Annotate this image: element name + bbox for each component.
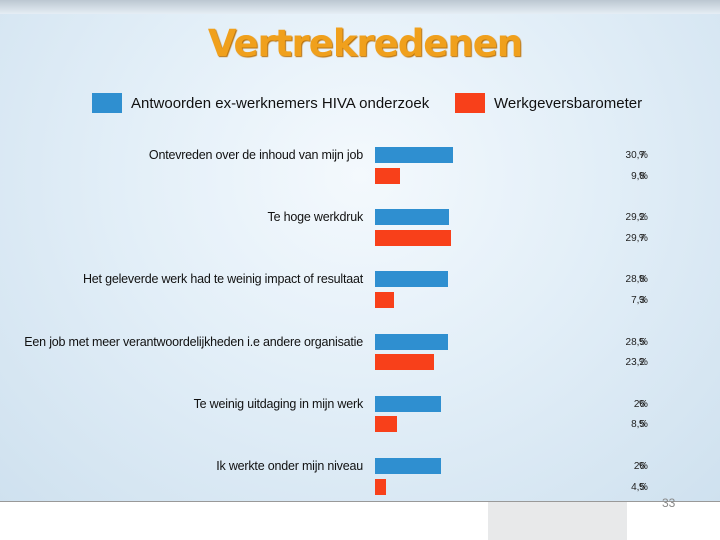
bar-hiva	[375, 147, 454, 163]
percent-sign: %	[639, 294, 648, 306]
legend-label-hiva: Antwoorden ex-werknemers HIVA onderzoek	[131, 94, 430, 112]
bar-hiva	[375, 271, 449, 288]
percent-sign: %	[639, 212, 648, 224]
legend-item-werkgeversbarometer: Werkgeversbarometer	[455, 92, 642, 114]
data-label: 26	[633, 461, 645, 472]
bar-werkgeversbarometer	[375, 229, 451, 246]
percent-sign: %	[639, 232, 648, 244]
data-label: 9,8	[631, 170, 645, 182]
percent-sign: %	[639, 357, 648, 369]
bar-werkgeversbarometer	[375, 478, 387, 495]
category-label: Te weinig uitdaging in mijn werk	[193, 396, 364, 411]
data-label: 29,7	[625, 232, 645, 244]
legend-label-werkgeversbarometer: Werkgeversbarometer	[494, 94, 643, 112]
chart-title: Vertrekredenen	[207, 22, 523, 65]
bar-hiva	[375, 333, 448, 350]
percent-sign: %	[639, 398, 648, 410]
percent-sign: %	[639, 170, 648, 182]
percent-sign: %	[639, 336, 648, 348]
data-label: 8,5	[631, 419, 645, 431]
footer-gray-block	[488, 502, 627, 540]
bar-hiva	[375, 395, 442, 412]
percent-sign: %	[639, 150, 648, 161]
percent-sign: %	[639, 481, 648, 493]
percent-sign: %	[639, 461, 648, 472]
bar-werkgeversbarometer	[375, 291, 394, 308]
data-label: 28,5	[625, 336, 645, 348]
legend-item-hiva: Antwoorden ex-werknemers HIVA onderzoek	[92, 92, 429, 114]
bar-werkgeversbarometer	[375, 416, 397, 433]
footer-divider	[0, 501, 720, 502]
slide-background: Vertrekredenen Antwoorden ex-werknemers …	[0, 0, 720, 502]
bar-hiva	[375, 458, 442, 474]
category-label: Ik werkte onder mijn niveau	[216, 459, 363, 473]
top-band	[0, 0, 720, 14]
bar-hiva	[375, 209, 450, 226]
data-label: 30,7	[625, 150, 645, 161]
data-label: 28,8	[625, 274, 645, 286]
bar-werkgeversbarometer	[375, 354, 435, 371]
category-label: Te hoge werkdruk	[267, 210, 364, 225]
data-label: 26	[633, 398, 645, 410]
page-number: 33	[662, 496, 676, 510]
category-label: Het geleverde werk had te weinig impact …	[82, 272, 363, 287]
data-label: 7,3	[631, 294, 645, 306]
data-label: 4,5	[631, 481, 645, 493]
percent-sign: %	[639, 419, 648, 431]
bar-werkgeversbarometer	[375, 167, 400, 184]
percent-sign: %	[639, 274, 648, 286]
legend-swatch-werkgeversbarometer	[455, 93, 485, 113]
data-label: 29,2	[625, 212, 645, 224]
legend-swatch-hiva	[92, 93, 122, 113]
data-label: 23,2	[625, 357, 645, 369]
category-label: Een job met meer verantwoordelijkheden i…	[24, 334, 363, 349]
category-label: Ontevreden over de inhoud van mijn job	[148, 148, 363, 162]
